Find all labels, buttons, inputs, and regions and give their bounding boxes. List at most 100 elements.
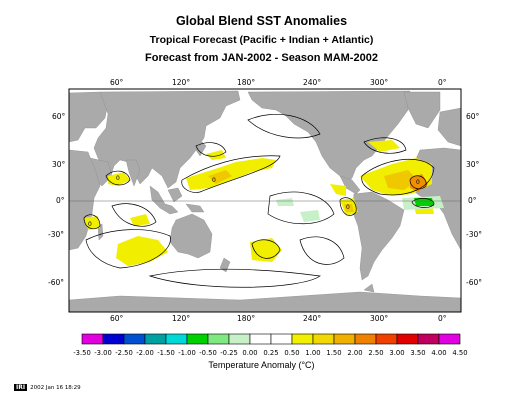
lat-label-left: 30° [52,160,66,169]
southamerica-land [351,191,405,281]
india-land [125,159,141,187]
colorbar-tick-label: -3.50 [73,349,91,357]
europe-east-land [437,107,462,147]
lat-label-right: 30° [466,160,480,169]
contour-atl [361,158,435,196]
newzealand-land [219,257,231,273]
colorbar-swatch [165,333,188,345]
contour-atl-hot [409,175,427,190]
contour-sio [85,229,171,269]
colorbar-swatch [102,333,125,345]
warm2-nwpac [208,170,232,184]
colorbar-tick-label: 0.25 [263,349,279,357]
colorbar-swatch [249,333,272,345]
colorbar-tick-label: -3.00 [94,349,112,357]
colorbar-swatch [123,333,146,345]
colorbar-tick-label: -1.50 [157,349,175,357]
colorbar-swatch [312,333,335,345]
colorbar-swatch [396,333,419,345]
contour-w-africa [83,214,101,230]
warm2-atlantic [384,170,418,190]
lon-label-bottom: 180° [237,314,256,323]
contour-c-pac [267,191,335,225]
colorbar-swatch [417,333,440,345]
colorbar-tick-label: 1.00 [305,349,321,357]
japan-land [195,141,207,157]
contour-jp [195,142,227,157]
contour-natl [363,137,407,154]
contour-label: 0 [346,204,350,211]
lat-label-left: 0° [56,196,65,205]
lon-label-bottom: 240° [303,314,322,323]
lat-label-right: 0° [468,196,477,205]
antarctic-peninsula-land [363,283,375,293]
borneo-land [167,187,183,203]
colorbar-swatch [207,333,230,345]
lon-label-top: 60° [110,78,124,87]
lon-label-top: 120° [172,78,191,87]
colorbar-tick-label: 2.50 [368,349,384,357]
africa-land [68,149,101,251]
lat-label-right: 60° [466,112,480,121]
warm-nw-pacific [186,158,276,190]
lat-label-right: -60° [466,278,482,287]
lat-label-left: -60° [48,278,64,287]
colorbar-swatch [186,333,209,345]
forecast-label: Forecast from JAN-2002 - Season MAM-2002 [145,52,378,64]
lon-label-bottom: 300° [370,314,389,323]
contours [83,113,435,288]
lon-label-bottom: 60° [110,314,124,323]
newguinea-land [185,203,205,213]
colorbar-swatch [228,333,251,345]
colorbar-tick-label: 1.50 [326,349,342,357]
contour-peru [339,197,357,216]
greenland-land [403,91,441,129]
contour-label: 0 [88,221,92,228]
colorbar-tick-label: 4.00 [431,349,447,357]
lon-label-top: 0° [438,78,447,87]
warm-south-pacific [250,238,282,262]
map-subtitle: Tropical Forecast (Pacific + Indian + At… [149,34,374,46]
colorbar-swatch [333,333,356,345]
iri-logo: IRI [14,384,28,391]
colorbar-tick-label: -2.00 [136,349,154,357]
contour-label: 0 [416,179,420,186]
colorbar-tick-label: 3.00 [389,349,405,357]
colorbar-swatch [144,333,167,345]
lon-label-bottom: 0° [438,314,447,323]
warm-east-pacific [330,184,346,196]
contour-south [148,268,321,288]
warm-west-africa [84,216,100,230]
cool-central-pacific [300,210,320,222]
colorbar-swatch [291,333,314,345]
lat-label-right: -30° [466,230,482,239]
contour-nepac [247,113,321,139]
lon-label-bottom: 120° [172,314,191,323]
indonesia-land [149,185,179,215]
contour-label: 0 [116,175,120,182]
colorbar-tick-label: 0.00 [242,349,258,357]
warm-arabian-sea [108,172,130,186]
colorbar-tick-label: -2.50 [115,349,133,357]
colorbar-swatch [375,333,398,345]
contour-arab [105,170,131,186]
contour-label-group: 0 0 0 0 0 [88,175,420,228]
warm2-peru [344,204,354,212]
warm-tropical-pacific [206,150,226,160]
lon-label-top: 240° [303,78,322,87]
colorbar-tick-label: 3.50 [410,349,426,357]
lon-label-top: 300° [370,78,389,87]
contour-green [411,198,435,208]
colorbar-tick-label: 0.50 [284,349,300,357]
colorbar-swatch [354,333,377,345]
colorbar-tick-label: 4.50 [452,349,468,357]
colorbar-title: Temperature Anomaly (°C) [208,360,315,370]
colorbar-swatch [438,333,461,345]
lat-label-left: 60° [52,112,66,121]
colorbar-tick-label: 2.00 [347,349,363,357]
lat-label-left: -30° [48,230,64,239]
colorbar-tick-label: -1.00 [178,349,196,357]
colorbar-tick-label: -0.50 [199,349,217,357]
warm-indian-mid [130,214,150,226]
